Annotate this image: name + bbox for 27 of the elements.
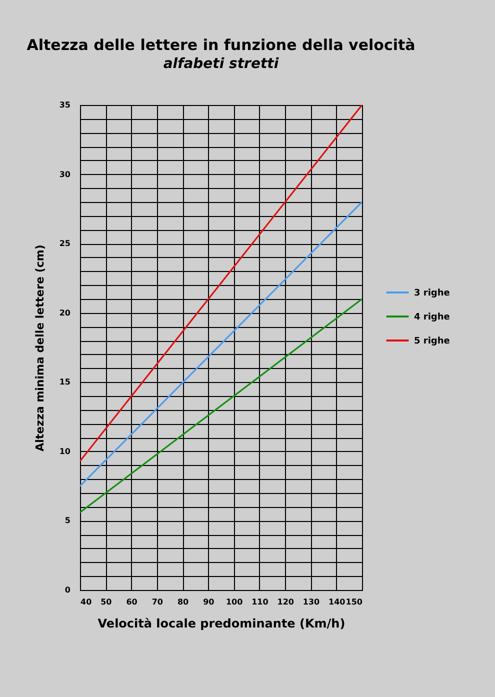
x-tick-label: 150 [346, 598, 363, 606]
y-tick-label: 0 [64, 586, 71, 594]
x-tick-label: 100 [226, 598, 244, 606]
y-tick-label: 20 [59, 308, 71, 318]
x-tick-label: 50 [100, 598, 112, 606]
legend-label: 4 righe [414, 312, 450, 322]
x-axis-title: Velocità locale predominante (Km/h) [98, 616, 346, 630]
x-tick-label: 110 [252, 598, 269, 606]
legend-label: 5 righe [414, 336, 450, 346]
x-tick-label: 80 [177, 598, 190, 606]
x-tick-label: 120 [277, 598, 294, 606]
y-tick-label: 30 [59, 170, 71, 179]
y-tick-label: 15 [59, 378, 71, 387]
x-tick-label: 70 [152, 598, 164, 606]
legend-label: 3 righe [414, 288, 450, 298]
x-tick-label: 140 [328, 598, 346, 606]
y-axis-title: Altezza minima delle lettere (cm) [33, 244, 46, 452]
y-tick-label: 5 [64, 516, 71, 526]
x-tick-label: 60 [126, 598, 138, 606]
x-tick-label: 90 [203, 598, 215, 606]
y-tick-label: 10 [59, 446, 71, 456]
y-tick-label: 25 [59, 239, 71, 248]
x-tick-label: 40 [80, 598, 92, 606]
chart-title: Altezza delle lettere in funzione della velocità [26, 36, 416, 54]
y-tick-label: 35 [59, 100, 71, 110]
chart-subtitle: alfabeti stretti [163, 56, 279, 72]
x-tick-label: 130 [302, 598, 320, 606]
